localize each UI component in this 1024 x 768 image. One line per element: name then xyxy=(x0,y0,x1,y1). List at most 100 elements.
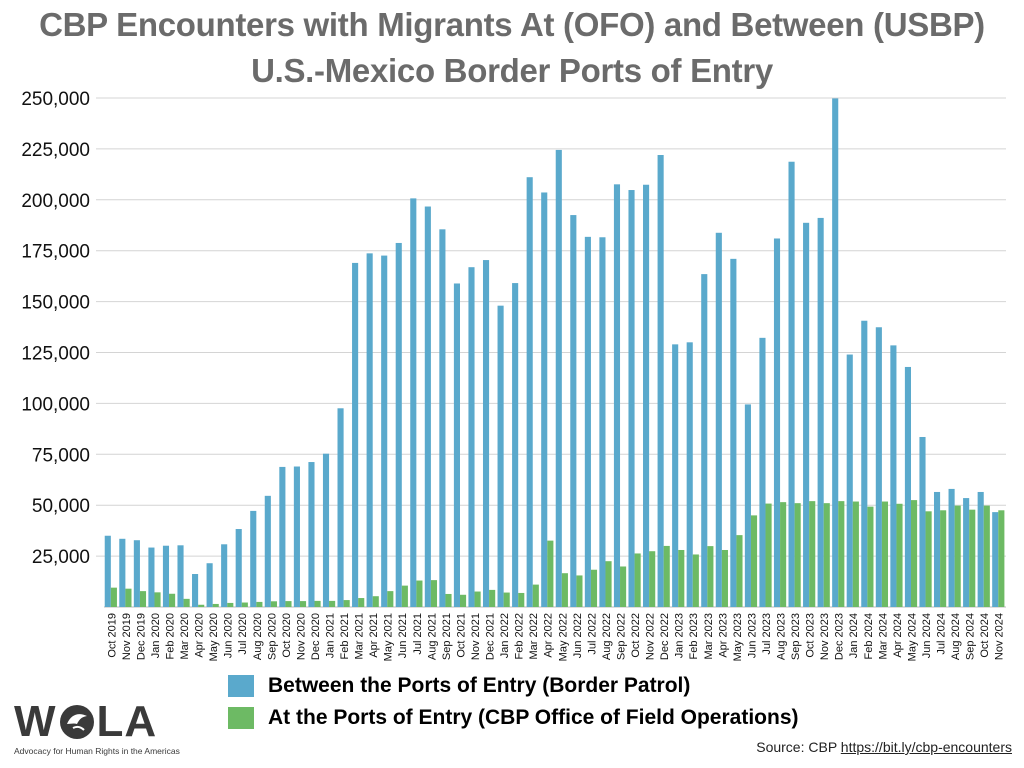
y-tick-label: 125,000 xyxy=(21,344,90,365)
x-tick-label: Nov 2020 xyxy=(295,613,307,660)
bar-usbp xyxy=(148,547,155,607)
bar-ofo xyxy=(314,600,321,607)
bar-ofo xyxy=(241,602,248,607)
bar-ofo xyxy=(940,510,947,607)
legend-swatch-ofo xyxy=(228,707,254,729)
legend-label-ofo: At the Ports of Entry (CBP Office of Fie… xyxy=(268,706,799,729)
bar-ofo xyxy=(736,535,743,607)
x-tick-label: Mar 2022 xyxy=(528,613,540,659)
bar-usbp xyxy=(308,462,315,607)
x-tick-label: Oct 2024 xyxy=(979,613,991,658)
bars xyxy=(104,98,1005,608)
x-tick-label: Jul 2021 xyxy=(412,613,424,655)
bar-ofo xyxy=(605,561,612,607)
x-tick-label: Jan 2023 xyxy=(674,613,686,658)
x-tick-label: Nov 2019 xyxy=(121,613,133,660)
gridlines xyxy=(96,97,1006,608)
bar-usbp xyxy=(803,222,810,607)
bar-usbp xyxy=(773,238,781,607)
bar-usbp xyxy=(192,574,199,607)
bar-ofo xyxy=(678,549,685,607)
x-tick-label: Apr 2023 xyxy=(717,613,729,658)
x-tick-label: Jan 2021 xyxy=(325,613,337,658)
bar-usbp xyxy=(424,206,431,607)
bar-usbp xyxy=(875,327,882,607)
bar-ofo xyxy=(270,601,277,607)
bar-ofo xyxy=(125,588,132,607)
x-tick-label: Feb 2024 xyxy=(863,613,875,659)
bar-usbp xyxy=(977,491,984,607)
bar-chart: 250,000 225,000 200,000 175,000 150,000 125,0… xyxy=(21,89,1006,661)
x-tick-label: Dec 2019 xyxy=(135,613,147,660)
bar-usbp xyxy=(337,408,344,607)
bar-usbp xyxy=(759,337,766,607)
bar-ofo xyxy=(750,515,758,607)
x-tick-label: Feb 2021 xyxy=(339,613,351,659)
bar-ofo xyxy=(765,503,772,607)
bar-ofo xyxy=(416,580,423,607)
y-tick-label: 225,000 xyxy=(21,140,90,161)
bar-ofo xyxy=(969,509,976,607)
bar-usbp xyxy=(788,161,795,607)
bar-usbp xyxy=(439,229,446,607)
x-tick-label: Dec 2021 xyxy=(485,613,497,660)
bar-usbp xyxy=(381,255,388,607)
bar-usbp xyxy=(133,540,140,607)
x-tick-label: Oct 2021 xyxy=(455,613,467,658)
x-tick-label: May 2024 xyxy=(906,613,918,661)
bar-usbp xyxy=(657,155,664,607)
x-tick-label: Mar 2021 xyxy=(354,613,366,659)
bar-usbp xyxy=(570,215,577,607)
x-tick-label: Jan 2022 xyxy=(499,613,511,658)
x-tick-label: Dec 2020 xyxy=(310,613,322,660)
x-tick-label: Jun 2023 xyxy=(746,613,758,658)
bar-usbp xyxy=(948,488,955,607)
bar-usbp xyxy=(904,366,911,607)
y-tick-label: 200,000 xyxy=(21,191,90,212)
x-tick-label: Apr 2020 xyxy=(194,613,206,658)
legend-swatch-usbp xyxy=(228,675,254,697)
bar-ofo xyxy=(401,585,408,607)
bar-usbp xyxy=(555,149,562,607)
x-tick-label: Jul 2022 xyxy=(586,613,598,655)
bar-usbp xyxy=(497,305,504,607)
bar-usbp xyxy=(715,232,722,607)
bar-ofo xyxy=(576,575,583,607)
x-axis: Oct 2019 Nov 2019 Dec 2019 Jan 2020 Feb 2020… xyxy=(106,613,1005,661)
x-tick-label: Aug 2020 xyxy=(252,613,264,660)
x-tick-label: Mar 2023 xyxy=(703,613,715,659)
bar-ofo xyxy=(256,601,263,607)
x-tick-label: Jun 2021 xyxy=(397,613,409,658)
y-tick-label: 250,000 xyxy=(21,89,90,110)
x-tick-label: Dec 2022 xyxy=(659,613,671,660)
bar-ofo xyxy=(881,501,889,607)
y-tick-label: 100,000 xyxy=(21,394,90,415)
bar-ofo xyxy=(896,503,903,607)
bar-ofo xyxy=(707,546,714,607)
bar-usbp xyxy=(992,512,999,607)
bar-usbp xyxy=(162,545,170,607)
bar-ofo xyxy=(329,600,336,607)
y-tick-label: 25,000 xyxy=(32,547,90,568)
x-tick-label: Oct 2020 xyxy=(281,613,293,658)
source-link[interactable]: https://bit.ly/cbp-encounters xyxy=(840,739,1012,755)
x-tick-label: Sep 2024 xyxy=(965,613,977,660)
bar-ofo xyxy=(474,591,481,607)
bar-usbp xyxy=(526,177,533,608)
legend-item-ofo: At the Ports of Entry (CBP Office of Fie… xyxy=(228,706,799,730)
logo-wordmark: W LA xyxy=(14,697,158,746)
x-tick-label: Oct 2023 xyxy=(805,613,817,658)
dove-globe-icon xyxy=(59,705,94,739)
bar-ofo xyxy=(910,500,918,607)
bar-ofo xyxy=(459,594,467,607)
x-tick-label: Feb 2020 xyxy=(164,613,176,659)
bar-usbp xyxy=(453,283,460,607)
x-tick-label: Jul 2020 xyxy=(237,613,249,655)
x-tick-label: May 2020 xyxy=(208,613,220,661)
x-tick-label: Mar 2024 xyxy=(877,613,889,659)
x-tick-label: Feb 2023 xyxy=(688,613,700,659)
x-tick-label: Apr 2024 xyxy=(892,613,904,658)
bar-usbp xyxy=(177,545,184,607)
bar-ofo xyxy=(954,505,961,607)
bar-usbp xyxy=(919,436,926,607)
